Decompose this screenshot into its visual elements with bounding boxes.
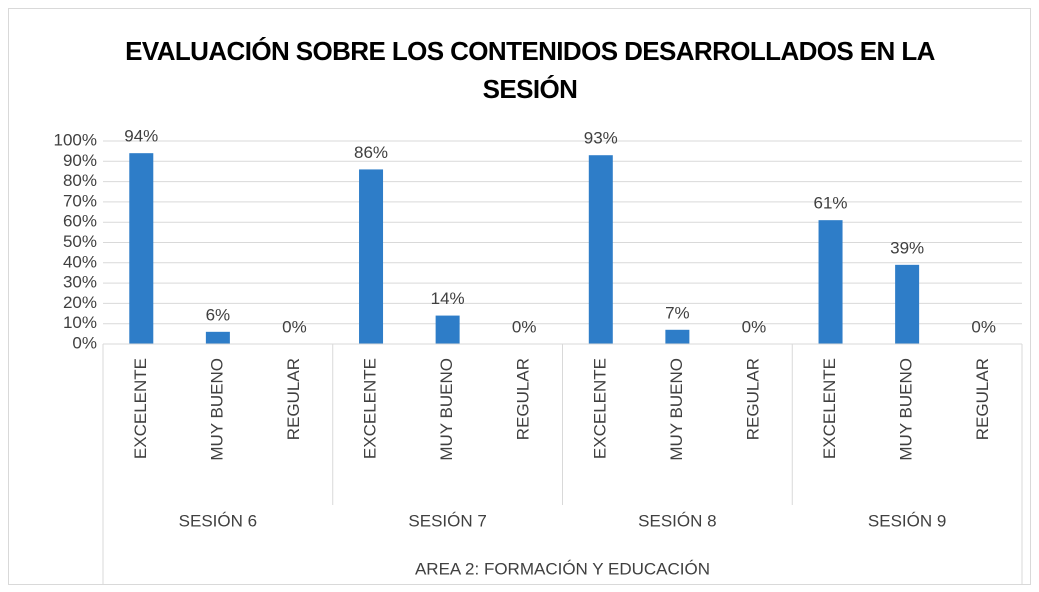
value-label: 14% (431, 289, 465, 308)
value-label: 61% (814, 194, 848, 213)
value-label: 86% (354, 143, 388, 162)
value-label: 7% (665, 303, 690, 322)
bar (435, 315, 460, 344)
x-tick-label: MUY BUENO (437, 358, 456, 461)
group-label: SESIÓN 8 (638, 511, 716, 530)
bar (129, 153, 154, 344)
chart-title: EVALUACIÓN SOBRE LOS CONTENIDOS DESARROL… (125, 36, 935, 104)
value-label: 0% (742, 317, 767, 336)
value-label: 93% (584, 129, 618, 148)
value-label: 6% (206, 305, 231, 324)
bar (359, 169, 384, 344)
group-label: SESIÓN 7 (408, 511, 486, 530)
y-tick-label: 10% (63, 313, 97, 332)
x-tick-label: REGULAR (514, 358, 533, 440)
y-tick-label: 70% (63, 191, 97, 210)
bar (588, 155, 613, 344)
value-label: 0% (512, 317, 537, 336)
x-tick-label: REGULAR (743, 358, 762, 440)
bar (895, 264, 920, 344)
bar (665, 329, 690, 344)
y-tick-label: 50% (63, 232, 97, 251)
group-label: SESIÓN 9 (868, 511, 946, 530)
value-label: 0% (971, 317, 996, 336)
y-tick-label: 20% (63, 293, 97, 312)
x-tick-label: MUY BUENO (897, 358, 916, 461)
x-tick-label: EXCELENTE (590, 358, 609, 459)
x-tick-label: EXCELENTE (361, 358, 380, 459)
x-tick-label: MUY BUENO (667, 358, 686, 461)
value-label: 39% (890, 238, 924, 257)
x-axis-label: AREA 2: FORMACIÓN Y EDUCACIÓN (415, 559, 710, 578)
y-tick-label: 100% (54, 130, 97, 149)
bar (818, 220, 843, 344)
value-label: 94% (124, 127, 158, 146)
chart-border (8, 8, 1031, 585)
x-tick-label: EXCELENTE (820, 358, 839, 459)
x-tick-label: REGULAR (973, 358, 992, 440)
group-label: SESIÓN 6 (179, 511, 257, 530)
y-tick-label: 0% (72, 333, 97, 352)
y-tick-label: 60% (63, 212, 97, 231)
value-label: 0% (282, 317, 307, 336)
y-tick-label: 90% (63, 151, 97, 170)
x-tick-label: REGULAR (284, 358, 303, 440)
y-tick-label: 40% (63, 252, 97, 271)
y-tick-label: 30% (63, 273, 97, 292)
x-tick-label: MUY BUENO (207, 358, 226, 461)
x-tick-label: EXCELENTE (131, 358, 150, 459)
y-tick-label: 80% (63, 171, 97, 190)
bar (205, 331, 230, 344)
